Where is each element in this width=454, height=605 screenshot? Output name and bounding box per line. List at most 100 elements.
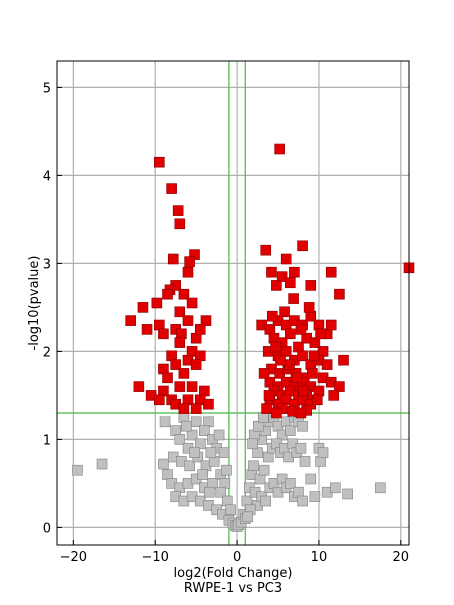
non-significant-point: [342, 488, 353, 500]
significant-point: [334, 381, 345, 392]
y-tick-label: 5: [43, 81, 51, 96]
significant-point: [295, 407, 307, 419]
significant-point: [315, 328, 326, 340]
non-significant-point: [207, 478, 218, 489]
x-tick-label: −10: [142, 550, 169, 565]
significant-point: [271, 407, 282, 419]
x-tick-label: −20: [60, 550, 87, 565]
non-significant-point: [295, 442, 307, 454]
significant-point: [174, 381, 186, 392]
y-tick-label: 3: [43, 257, 51, 272]
x-tick-label: 10: [311, 550, 328, 565]
significant-point: [174, 218, 186, 230]
significant-point: [166, 350, 177, 362]
non-significant-point: [215, 486, 227, 498]
significant-point: [266, 266, 277, 278]
significant-point: [186, 381, 198, 392]
non-significant-point: [299, 456, 311, 467]
significant-point: [178, 368, 190, 379]
non-significant-point: [247, 438, 258, 450]
significant-point: [271, 280, 282, 291]
significant-point: [151, 297, 163, 309]
significant-point: [162, 288, 173, 300]
non-significant-point: [297, 495, 308, 507]
grid: [57, 61, 409, 545]
non-significant-point: [203, 486, 215, 498]
non-significant-point: [253, 420, 264, 432]
significant-point: [328, 390, 339, 401]
significant-point: [266, 310, 278, 322]
non-significant-point: [221, 464, 232, 476]
significant-point: [167, 253, 179, 265]
significant-point: [182, 315, 194, 326]
significant-point: [325, 266, 337, 278]
plot-frame: [56, 60, 410, 546]
significant-point: [170, 359, 181, 370]
x-tick-label: 20: [393, 550, 410, 565]
non-significant-point: [219, 478, 231, 489]
non-significant-point: [297, 420, 308, 432]
significant-point: [280, 253, 292, 265]
significant-point: [303, 302, 315, 313]
chart-subtitle: RWPE-1 vs PC3: [184, 581, 282, 596]
significant-point: [260, 244, 272, 256]
significant-point: [190, 359, 202, 370]
non-significant-point: [330, 482, 341, 494]
significant-point: [194, 324, 206, 335]
significant-point: [194, 350, 206, 362]
significant-point: [307, 368, 318, 379]
significant-point: [285, 328, 296, 340]
significant-point: [317, 346, 329, 357]
non-significant-point: [203, 416, 214, 428]
significant-point: [258, 368, 270, 379]
significant-point: [203, 398, 214, 410]
significant-point: [154, 394, 165, 406]
significant-point: [141, 324, 153, 335]
significant-point: [174, 337, 186, 348]
significant-point: [338, 354, 349, 366]
y-tick-label: 0: [43, 521, 51, 536]
significant-point: [166, 183, 177, 194]
significant-point: [182, 394, 194, 406]
non-significant-point: [285, 425, 296, 436]
non-significant-point: [225, 504, 236, 516]
not-significant-points: [72, 412, 386, 532]
non-significant-point: [242, 511, 254, 523]
y-axis-label: -log10(pvalue): [27, 256, 42, 351]
non-significant-point: [309, 491, 321, 502]
significant-point: [308, 350, 320, 362]
non-significant-point: [199, 425, 210, 436]
non-significant-point: [190, 416, 202, 428]
significant-point: [334, 288, 345, 300]
significant-point: [297, 240, 308, 252]
significant-point: [190, 403, 202, 414]
significant-point: [321, 359, 333, 370]
significant-point: [312, 394, 323, 406]
y-tick-label: 2: [43, 345, 51, 360]
non-significant-point: [305, 473, 317, 485]
significant-point: [284, 359, 295, 370]
significant-point: [137, 302, 149, 313]
y-tick-label: 4: [43, 169, 51, 184]
non-significant-point: [258, 464, 270, 476]
threshold-lines: [57, 61, 409, 545]
non-significant-point: [375, 482, 386, 494]
significant-point: [280, 346, 292, 357]
non-significant-point: [158, 458, 169, 470]
significant-point: [182, 266, 194, 278]
significant-point: [288, 293, 299, 304]
significant-point: [297, 350, 308, 362]
x-tick-label: 0: [233, 550, 241, 565]
significant-point: [305, 280, 317, 291]
significant-point: [325, 319, 337, 331]
significant-points: [125, 143, 415, 419]
significant-point: [274, 143, 285, 155]
significant-point: [200, 315, 212, 326]
significant-point: [309, 337, 321, 348]
non-significant-point: [285, 478, 296, 489]
axis-ticks: −20 −10 0 10 20 0 1 2 3 4 5: [43, 81, 409, 565]
significant-point: [289, 266, 300, 278]
non-significant-point: [218, 447, 230, 458]
significant-point: [295, 324, 307, 335]
